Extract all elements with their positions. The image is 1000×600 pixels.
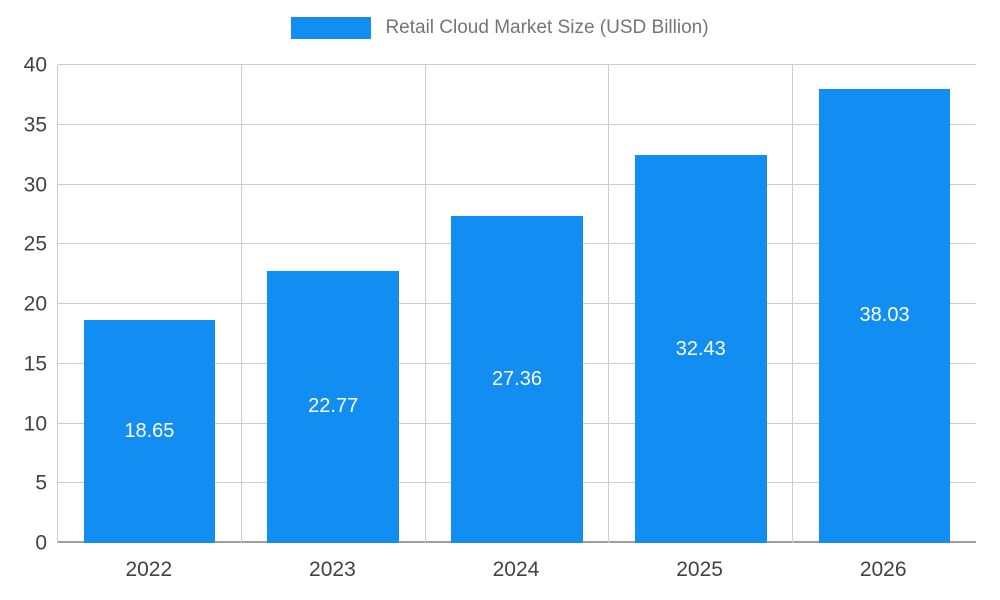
y-tick-label: 20	[23, 292, 47, 316]
gridline-horizontal	[58, 64, 976, 65]
bar-value-label: 38.03	[859, 304, 910, 327]
x-tick-label: 2026	[859, 558, 907, 581]
bar-2025: 32.43	[634, 155, 767, 543]
bars-layer: 18.65 22.77 27.36 32.43 38.03	[58, 65, 976, 543]
legend-swatch	[291, 17, 372, 39]
bar-2022: 18.65	[83, 320, 216, 543]
category-cell: 22.77	[242, 65, 426, 543]
category-cell: 38.03	[793, 65, 976, 543]
y-tick-label: 5	[35, 471, 47, 495]
y-tick-label: 30	[23, 173, 47, 196]
x-tick-label: 2024	[492, 558, 540, 581]
category-cell: 32.43	[609, 65, 794, 543]
y-tick-label: 10	[23, 412, 47, 435]
category-cell: 27.36	[426, 65, 610, 543]
category-cell: 18.65	[58, 65, 242, 543]
x-tick-label: 2023	[309, 558, 356, 581]
y-tick-label: 25	[23, 232, 47, 256]
y-tick-label: 35	[23, 113, 47, 137]
bar-value-label: 18.65	[124, 420, 175, 443]
gridline-horizontal	[58, 183, 976, 185]
gridline-horizontal	[58, 123, 976, 125]
x-tick-label: 2022	[125, 558, 173, 581]
bar-value-label: 27.36	[491, 368, 542, 391]
chart-legend: Retail Cloud Market Size (USD Billion)	[0, 17, 1000, 39]
bar-2026: 38.03	[818, 88, 951, 543]
x-axis: 2022 2023 2024 2025 2026	[57, 558, 975, 582]
bar-value-label: 22.77	[308, 395, 359, 418]
chart-title: Retail Cloud Market Size (USD Billion)	[385, 17, 709, 38]
y-tick-label: 0	[35, 531, 47, 555]
y-tick-label: 40	[23, 53, 47, 77]
bar-value-label: 32.43	[675, 337, 726, 360]
y-axis: 0 5 10 15 20 25 30 35 40	[0, 55, 47, 554]
bar-2023: 22.77	[267, 270, 399, 543]
bar-2024: 27.36	[451, 216, 583, 543]
plot-area: 18.65 22.77 27.36 32.43 38.03	[57, 64, 976, 543]
y-tick-label: 15	[23, 352, 47, 376]
x-tick-label: 2025	[676, 558, 723, 581]
